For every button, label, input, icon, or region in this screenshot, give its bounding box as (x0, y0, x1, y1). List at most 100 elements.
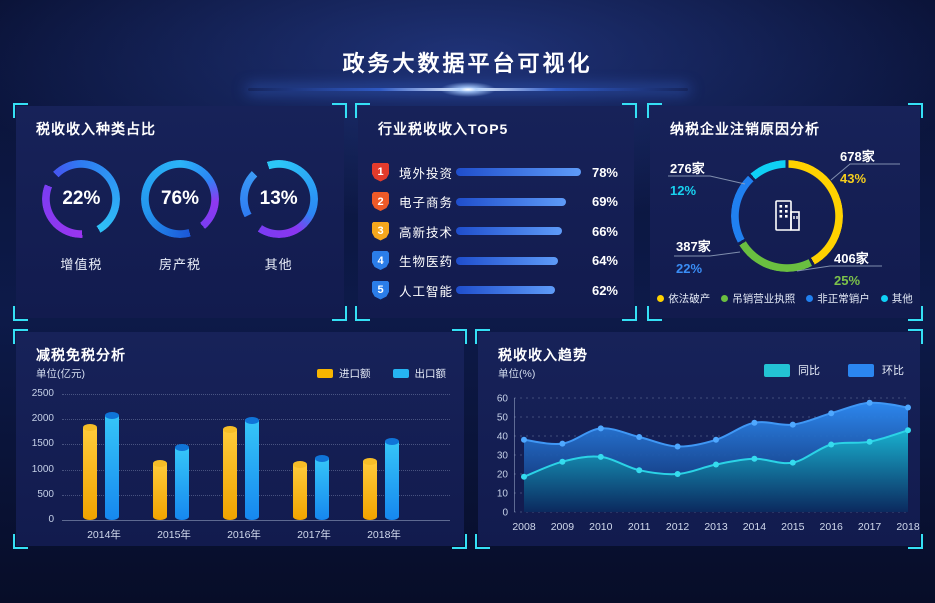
ring-arc (239, 160, 318, 238)
svg-text:2018: 2018 (896, 521, 920, 533)
corner-bracket-decoration (355, 306, 370, 321)
panel-revenue-trend: 税收收入趋势 单位(%) 同比 环比 (475, 329, 923, 549)
corner-bracket-decoration (355, 103, 370, 118)
legend-dot-icon (806, 295, 814, 302)
svg-text:20: 20 (497, 470, 509, 481)
x-tick-label: 2017年 (297, 529, 331, 541)
top5-label: 生物医药 (399, 255, 454, 269)
legend-dot-icon (721, 295, 729, 302)
callout-percent: 25% (834, 273, 861, 288)
y-tick-label: 2500 (31, 388, 54, 399)
legend-item[interactable]: 进口额 (317, 366, 371, 381)
legend-swatch-icon (392, 369, 409, 378)
ring-label: 房产税 (158, 257, 201, 272)
donut-ring-property-tax: 76% 房产税 (140, 160, 219, 273)
bar-chart-legend: 进口额 出口额 (317, 366, 446, 381)
svg-text:0: 0 (502, 508, 508, 519)
rank-badge-icon: 5 (372, 280, 389, 300)
corner-bracket-decoration (13, 306, 28, 321)
panel-tax-relief: 减税免税分析 单位(亿元) 进口额 出口额 0 500 1000 1500 2000 25… (13, 329, 467, 549)
top5-bar-fill (456, 256, 558, 265)
top5-value: 62% (591, 282, 618, 298)
svg-text:2012: 2012 (666, 521, 690, 533)
top5-label: 电子商务 (399, 196, 454, 210)
top5-label: 高新技术 (399, 225, 454, 240)
legend-label: 其他 (891, 293, 913, 305)
legend-item[interactable]: 其他 (880, 291, 913, 306)
legend-item[interactable]: 出口额 (392, 366, 447, 381)
top5-row: 2 电子商务 69% (372, 192, 618, 212)
corner-bracket-decoration (332, 306, 347, 321)
ring-value: 22% (62, 188, 101, 209)
svg-text:2014: 2014 (743, 521, 767, 533)
y-axis-unit: 单位(亿元) (36, 368, 85, 380)
corner-bracket-decoration (452, 329, 467, 344)
legend-item[interactable]: 非正常销户 (806, 291, 870, 306)
top5-bar-fill (456, 227, 562, 235)
panel-title: 行业税收收入TOP5 (378, 121, 509, 137)
callout-count: 387家 (676, 239, 711, 254)
callout-count: 406家 (834, 251, 869, 266)
area-chart-legend: 同比 环比 (764, 362, 904, 378)
legend-label: 依法破产 (668, 293, 711, 305)
svg-text:10: 10 (497, 489, 509, 500)
legend-item[interactable]: 同比 (764, 362, 820, 378)
svg-text:2015: 2015 (781, 521, 805, 533)
callout-percent: 22% (676, 261, 703, 276)
donut-legend: 依法破产 吊销营业执照 非正常销户 其他 (650, 291, 920, 306)
top5-row: 3 高新技术 66% (372, 221, 618, 241)
legend-swatch-icon (848, 363, 874, 377)
legend-dot-icon (657, 295, 665, 302)
top5-bar-fill (456, 197, 566, 206)
corner-bracket-decoration (908, 306, 923, 321)
legend-label: 环比 (882, 365, 904, 377)
callout-count: 678家 (840, 149, 875, 164)
corner-bracket-decoration (13, 329, 28, 344)
svg-text:2008: 2008 (512, 521, 536, 533)
bar-进口额 (153, 459, 167, 520)
panel-title: 税收收入种类占比 (36, 121, 156, 137)
corner-bracket-decoration (908, 103, 923, 118)
area-chart: 0 10 20 30 40 50 60 2008 2009 2010 2011 2012 2013 201… (478, 332, 920, 546)
donut-ring-other: 13% 其他 (239, 160, 318, 273)
legend-item[interactable]: 环比 (848, 362, 904, 378)
callout-percent: 12% (670, 183, 697, 198)
panel-title: 税收收入趋势 (498, 347, 588, 363)
building-icon (775, 200, 800, 231)
corner-bracket-decoration (622, 103, 637, 118)
legend-item[interactable]: 吊销营业执照 (721, 291, 795, 306)
panel-cancellation-reasons: 纳税企业注销原因分析 678家 43% 276家 12% 387家 22% (647, 103, 923, 321)
top5-row: 1 境外投资 78% (372, 162, 618, 182)
bar-进口额 (363, 457, 377, 520)
bar-出口额 (385, 437, 399, 520)
legend-label: 出口额 (414, 368, 447, 380)
panel-industry-top5: 行业税收收入TOP5 1 境外投资 78% 2 电子商务 69% 3 高新技术 … (355, 103, 637, 321)
bar-进口额 (83, 424, 97, 520)
gridline (62, 394, 450, 395)
donut-callout: 276家 12% (670, 158, 705, 198)
y-tick-label: 1000 (31, 463, 54, 475)
top5-bar (456, 286, 574, 294)
bar-进口额 (293, 461, 307, 520)
legend-swatch-icon (317, 369, 333, 378)
rank-badge-icon: 2 (372, 192, 389, 211)
bar-出口额 (105, 411, 119, 520)
donut-callout: 406家 25% (834, 248, 869, 288)
x-tick-label: 2015年 (157, 529, 191, 541)
x-tick-label: 2016年 (227, 529, 261, 541)
x-tick-label: 2018年 (367, 529, 401, 541)
top5-label: 人工智能 (399, 284, 454, 299)
legend-swatch-icon (764, 363, 790, 377)
top5-bar (456, 256, 574, 265)
ring-chart-group: 22% 增值税 76% 房产税 13% 其他 (32, 160, 328, 273)
corner-bracket-decoration (332, 103, 347, 118)
y-tick-label: 1500 (31, 438, 54, 450)
legend-item[interactable]: 依法破产 (657, 291, 710, 306)
legend-label: 同比 (798, 365, 820, 377)
light-streak-decoration (248, 82, 688, 97)
top5-row: 4 生物医药 64% (372, 251, 618, 271)
x-tick-label: 2014年 (87, 529, 121, 541)
corner-bracket-decoration (13, 534, 28, 549)
corner-bracket-decoration (622, 306, 637, 321)
